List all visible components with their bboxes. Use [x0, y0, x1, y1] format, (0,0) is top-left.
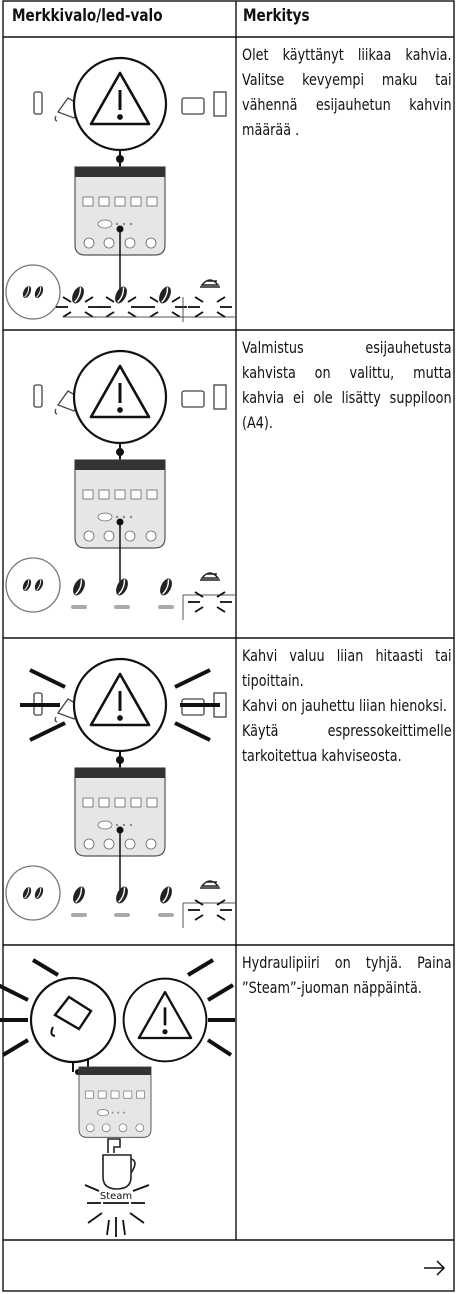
header-cell: Merkkivalo/led-valo [12, 6, 163, 26]
meaning-text: Valmistus esijauhetusta kahvista on vali… [242, 338, 452, 432]
header-cell: Merkitys [243, 6, 310, 26]
meaning-cell: Hydraulipiiri on tyhjä. Paina ”Steam”-ju… [242, 950, 452, 1000]
steam-label: Steam [100, 1191, 132, 1202]
next-arrow [424, 1260, 446, 1276]
meaning-text: Kahvi valuu liian hitaasti tai tipoittai… [242, 646, 452, 690]
meaning-text: Hydraulipiiri on tyhjä. Paina ”Steam”-ju… [242, 953, 452, 997]
meaning-text: Olet käyttänyt liikaa kahvia. Valitse ke… [242, 45, 452, 139]
meaning-cell: Olet käyttänyt liikaa kahvia. Valitse ke… [242, 42, 452, 142]
meaning-text: Kahvi on jauhettu liian hienoksi. [242, 696, 447, 715]
meaning-cell: Valmistus esijauhetusta kahvista on vali… [242, 335, 452, 435]
meaning-text: Käytä espressokeittimelle tarkoitettua k… [242, 721, 452, 765]
meaning-cell: Kahvi valuu liian hitaasti tai tipoittai… [242, 643, 452, 768]
